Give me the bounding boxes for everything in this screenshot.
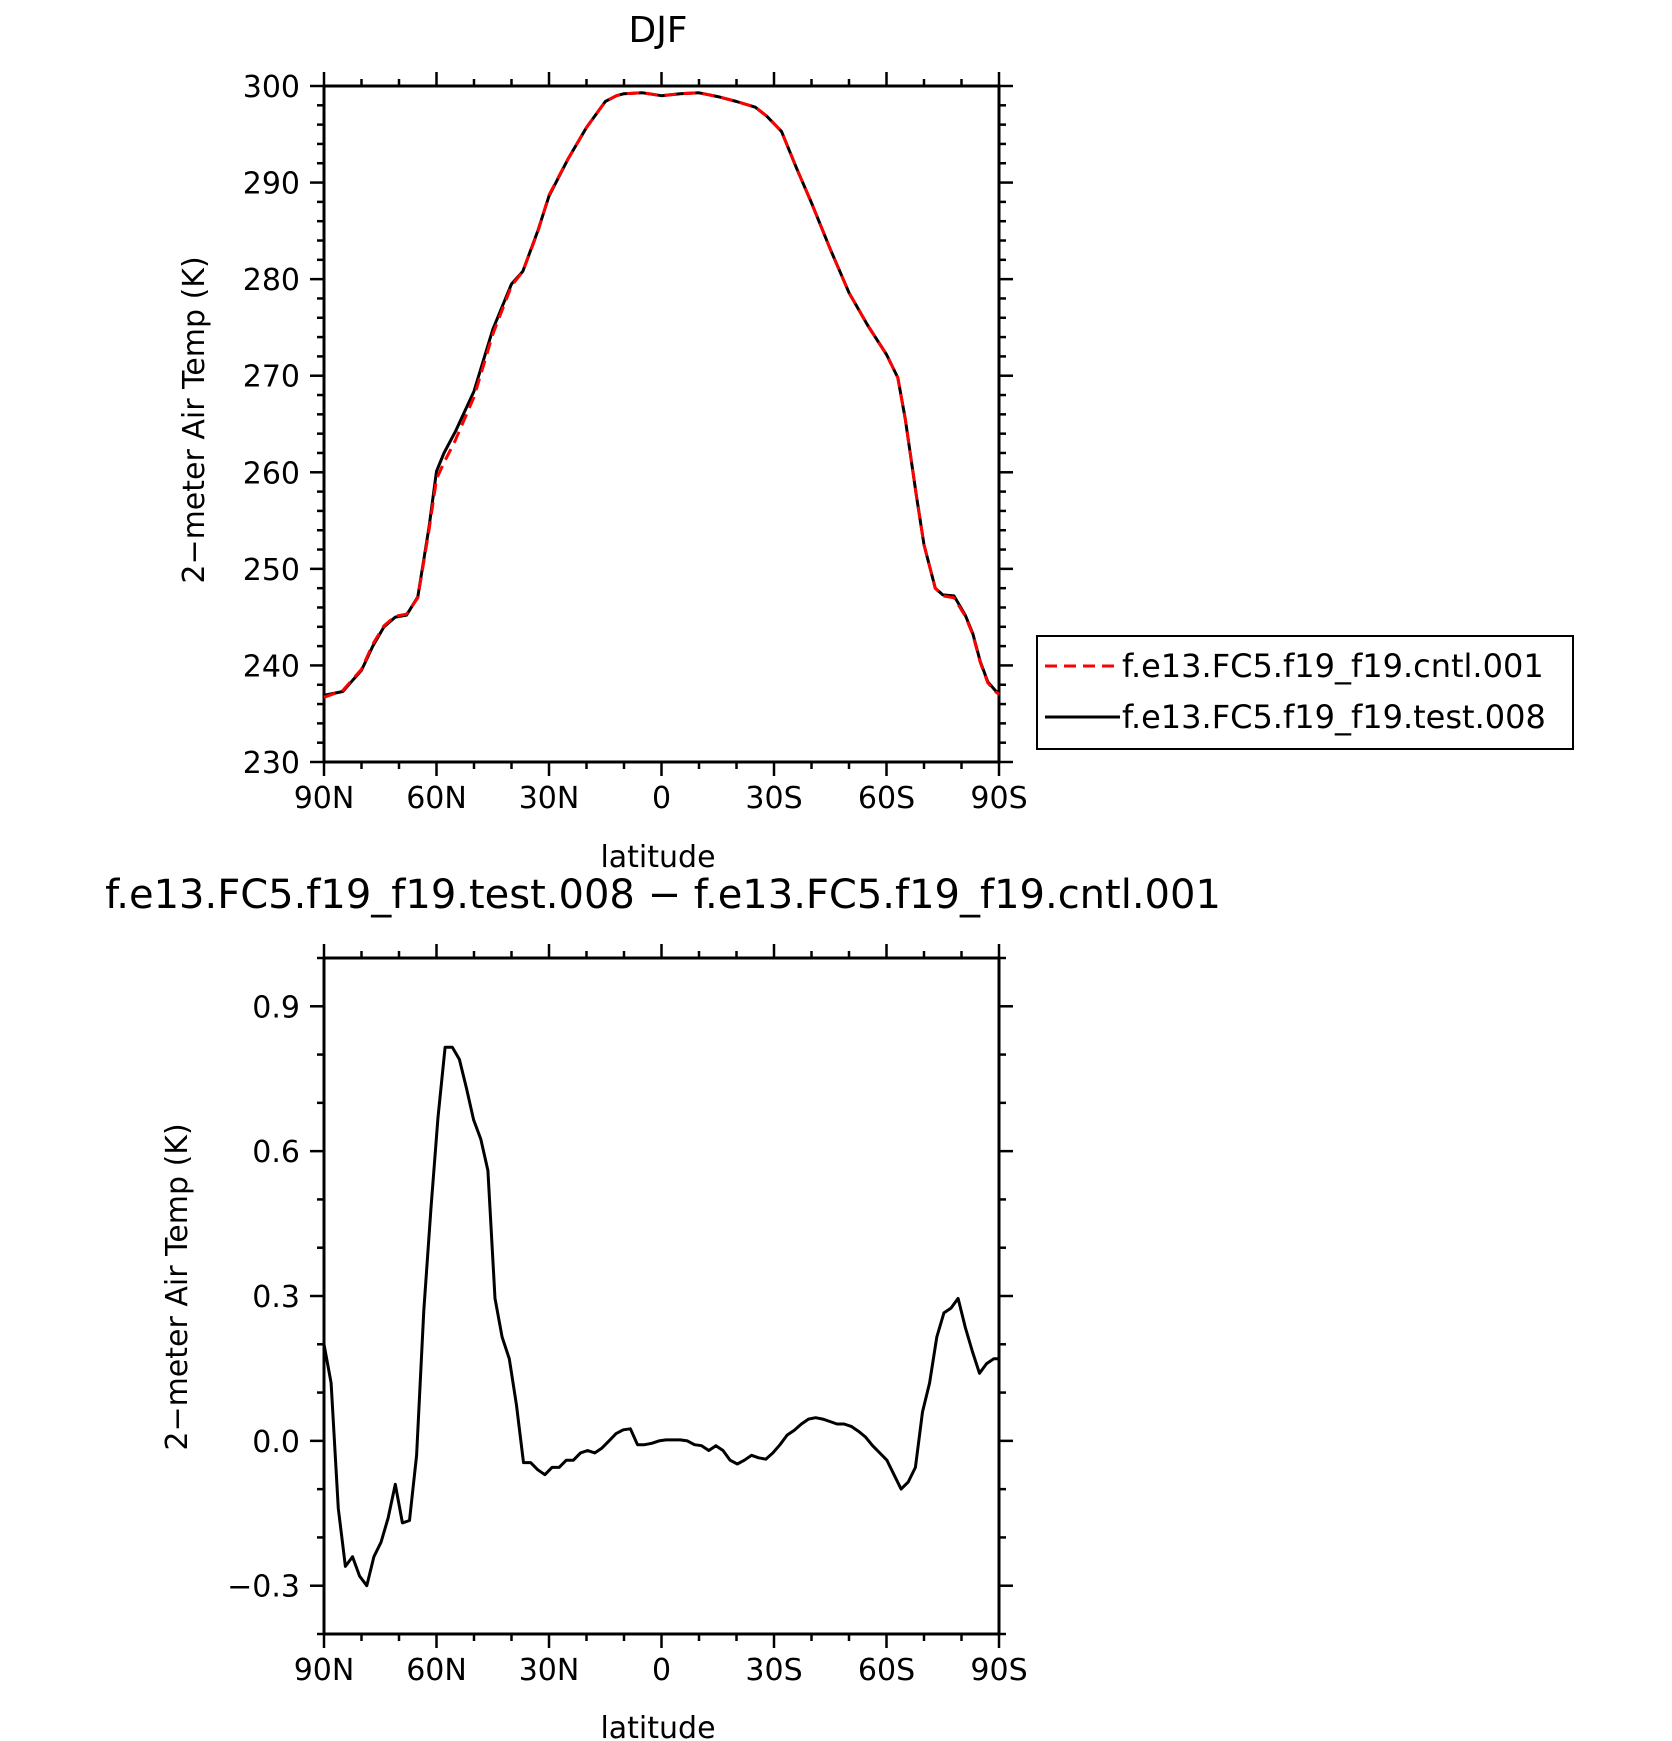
x-tick-label: 60N <box>406 781 467 816</box>
y-tick-label: 260 <box>243 456 300 491</box>
x-tick-label: 60S <box>858 781 915 816</box>
x-tick-label: 90S <box>970 781 1027 816</box>
y-tick-label: 0.9 <box>252 990 300 1025</box>
y-tick-label: 270 <box>243 360 300 395</box>
legend: f.e13.FC5.f19_f19.cntl.001 f.e13.FC5.f19… <box>1036 635 1574 750</box>
x-tick-label: 30S <box>745 781 802 816</box>
x-tick-label: 30N <box>519 1653 580 1688</box>
series-line-test-008 <box>323 91 1000 697</box>
y-tick-label: 0.6 <box>252 1135 300 1170</box>
top-x-axis-label: latitude <box>600 840 715 875</box>
y-tick-label: 280 <box>243 263 300 298</box>
y-tick-label: 250 <box>243 553 300 588</box>
bottom-y-axis-label: 2−meter Air Temp (K) <box>160 1123 195 1450</box>
x-tick-label: 0 <box>652 781 671 816</box>
x-tick-label: 90N <box>294 781 355 816</box>
y-tick-label: −0.3 <box>227 1570 300 1605</box>
x-tick-label: 90S <box>970 1653 1027 1688</box>
bottom-chart-title: f.e13.FC5.f19_f19.test.008 − f.e13.FC5.f… <box>105 872 1221 918</box>
legend-label-test: f.e13.FC5.f19_f19.test.008 <box>1122 698 1546 736</box>
y-tick-label: 0.0 <box>252 1425 300 1460</box>
bottom-difference-plot: f.e13.FC5.f19_f19.test.008 − f.e13.FC5.f… <box>105 872 1221 1741</box>
x-tick-label: 30S <box>745 1653 802 1688</box>
x-tick-label: 90N <box>294 1653 355 1688</box>
y-tick-label: 230 <box>243 746 300 781</box>
x-tick-label: 0 <box>652 1653 671 1688</box>
y-tick-label: 290 <box>243 167 300 202</box>
top-chart-title: DJF <box>628 10 687 51</box>
y-tick-label: 0.3 <box>252 1280 300 1315</box>
x-tick-label: 30N <box>519 781 580 816</box>
legend-label-cntl: f.e13.FC5.f19_f19.cntl.001 <box>1122 647 1544 685</box>
y-tick-label: 240 <box>243 649 300 684</box>
series-line-cntl-001 <box>323 91 1000 699</box>
series-line-difference <box>322 1045 999 1588</box>
legend-box <box>1036 635 1574 750</box>
bottom-x-axis-label: latitude <box>600 1711 715 1741</box>
plot-frame-0 <box>322 84 1001 764</box>
y-tick-label: 300 <box>243 70 300 105</box>
x-tick-label: 60N <box>406 1653 467 1688</box>
x-tick-label: 60S <box>858 1653 915 1688</box>
top-temperature-plot: DJF latitude 2−meter Air Temp (K) 90N 60N… <box>177 10 1028 875</box>
top-y-axis-label: 2−meter Air Temp (K) <box>177 256 212 583</box>
